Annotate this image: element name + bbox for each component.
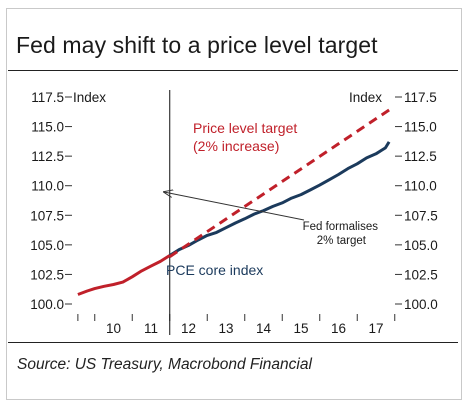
- x-tick-label: 17: [368, 321, 383, 336]
- y-tick-label-right: 100.0: [404, 297, 438, 312]
- x-tick-label: 14: [256, 321, 272, 336]
- y-tick-label-right: 115.0: [404, 120, 437, 135]
- title-rule: [8, 70, 458, 71]
- annotation-target-line-1: Price level target: [193, 120, 297, 136]
- source-rule: [8, 342, 458, 343]
- y-tick-label-left: 112.5: [31, 149, 64, 164]
- y-tick-label-left: 107.5: [30, 208, 64, 223]
- chart-title: Fed may shift to a price level target: [16, 32, 378, 58]
- y-tick-label-right: 102.5: [404, 267, 438, 282]
- pce-line-pre-target: [77, 254, 171, 296]
- y-tick-label-left: 110.0: [31, 179, 64, 194]
- y-tick-label-right: 117.5: [404, 90, 437, 105]
- y-axis-label-left: Index: [73, 90, 106, 105]
- y-tick-label-left: 117.5: [31, 90, 64, 105]
- y-tick-label-right: 110.0: [404, 179, 437, 194]
- chart-frame: [6, 8, 462, 400]
- y-tick-label-left: 102.5: [30, 267, 64, 282]
- x-tick-label: 11: [144, 321, 158, 336]
- y-axis-label-right: Index: [349, 90, 382, 105]
- annotation-arrow: [164, 192, 305, 221]
- x-tick-label: 16: [331, 321, 346, 336]
- annotation-pce-label: PCE core index: [166, 262, 263, 278]
- y-tick-label-left: 105.0: [30, 238, 64, 253]
- y-tick-label-left: 115.0: [31, 120, 64, 135]
- x-tick-label: 15: [293, 321, 308, 336]
- annotation-fed-line-1: Fed formalises: [303, 221, 379, 233]
- x-tick-label: 10: [106, 321, 121, 336]
- y-tick-label-right: 107.5: [404, 208, 438, 223]
- x-tick-label: 12: [181, 321, 196, 336]
- y-tick-label-right: 112.5: [404, 149, 437, 164]
- annotation-fed-line-2: 2% target: [317, 235, 367, 247]
- pce-core-index-line: [168, 141, 391, 257]
- x-tick-label: 13: [218, 321, 233, 336]
- source-note: Source: US Treasury, Macrobond Financial: [17, 356, 312, 373]
- y-tick-label-left: 100.0: [30, 297, 64, 312]
- annotation-target-line-2: (2% increase): [193, 138, 279, 154]
- y-tick-label-right: 105.0: [404, 238, 438, 253]
